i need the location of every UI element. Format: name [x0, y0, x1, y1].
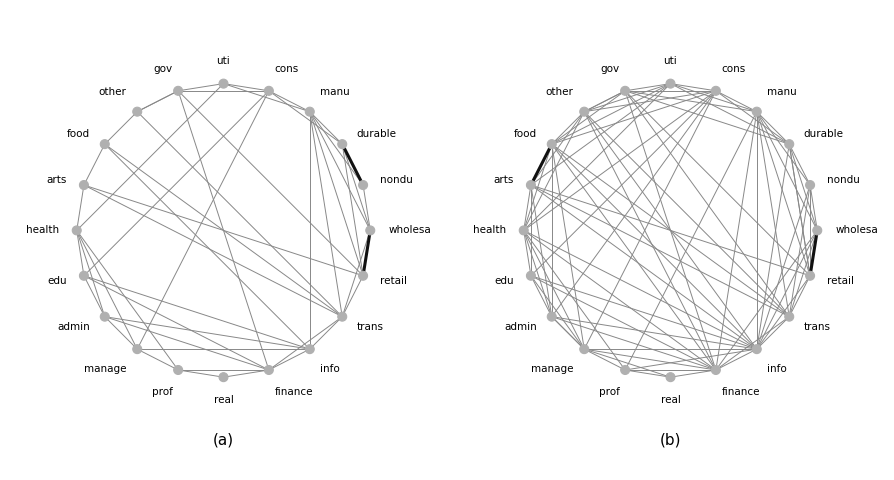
Circle shape: [785, 312, 794, 321]
Circle shape: [173, 365, 182, 374]
Text: real: real: [661, 395, 680, 405]
Text: real: real: [214, 395, 233, 405]
Text: finance: finance: [721, 387, 760, 397]
Circle shape: [579, 107, 589, 116]
Circle shape: [366, 226, 375, 235]
Text: uti: uti: [216, 56, 231, 66]
Circle shape: [219, 372, 228, 382]
Text: food: food: [67, 129, 90, 139]
Circle shape: [305, 345, 315, 354]
Circle shape: [805, 271, 814, 280]
Circle shape: [132, 107, 142, 116]
Circle shape: [338, 140, 347, 149]
Circle shape: [265, 86, 274, 96]
Circle shape: [173, 86, 182, 96]
Circle shape: [519, 226, 528, 235]
Circle shape: [620, 365, 629, 374]
Circle shape: [358, 271, 367, 280]
Text: arts: arts: [493, 175, 514, 184]
Circle shape: [100, 140, 109, 149]
Circle shape: [72, 226, 81, 235]
Text: prof: prof: [599, 387, 620, 397]
Text: edu: edu: [494, 276, 514, 286]
Text: cons: cons: [721, 64, 746, 74]
Circle shape: [132, 345, 142, 354]
Circle shape: [666, 372, 675, 382]
Text: retail: retail: [380, 276, 407, 286]
Circle shape: [752, 107, 762, 116]
Text: manage: manage: [531, 364, 574, 373]
Text: admin: admin: [504, 322, 537, 332]
Text: manu: manu: [767, 87, 797, 97]
Text: manu: manu: [320, 87, 350, 97]
Text: (a): (a): [213, 432, 234, 448]
Text: health: health: [26, 226, 59, 235]
Text: prof: prof: [152, 387, 173, 397]
Text: cons: cons: [274, 64, 299, 74]
Circle shape: [100, 312, 109, 321]
Circle shape: [358, 180, 367, 190]
Text: nondu: nondu: [380, 175, 413, 184]
Text: admin: admin: [57, 322, 90, 332]
Circle shape: [305, 107, 315, 116]
Circle shape: [712, 86, 721, 96]
Text: finance: finance: [274, 387, 313, 397]
Circle shape: [785, 140, 794, 149]
Text: retail: retail: [827, 276, 854, 286]
Circle shape: [527, 271, 536, 280]
Circle shape: [527, 180, 536, 190]
Circle shape: [265, 365, 274, 374]
Text: uti: uti: [663, 56, 678, 66]
Text: edu: edu: [47, 276, 67, 286]
Circle shape: [338, 312, 347, 321]
Text: trans: trans: [357, 322, 384, 332]
Text: wholesa: wholesa: [388, 226, 431, 235]
Text: other: other: [546, 87, 574, 97]
Circle shape: [813, 226, 822, 235]
Text: health: health: [473, 226, 506, 235]
Circle shape: [80, 180, 89, 190]
Text: arts: arts: [46, 175, 67, 184]
Text: info: info: [320, 364, 340, 373]
Circle shape: [219, 79, 228, 88]
Circle shape: [805, 180, 814, 190]
Circle shape: [547, 140, 556, 149]
Text: other: other: [99, 87, 127, 97]
Circle shape: [620, 86, 629, 96]
Text: durable: durable: [357, 129, 397, 139]
Text: trans: trans: [804, 322, 831, 332]
Text: wholesa: wholesa: [835, 226, 878, 235]
Circle shape: [80, 271, 89, 280]
Circle shape: [752, 345, 762, 354]
Text: food: food: [514, 129, 537, 139]
Text: durable: durable: [804, 129, 844, 139]
Text: (b): (b): [660, 432, 681, 448]
Text: gov: gov: [154, 64, 173, 74]
Text: manage: manage: [84, 364, 127, 373]
Circle shape: [547, 312, 556, 321]
Circle shape: [579, 345, 589, 354]
Text: info: info: [767, 364, 787, 373]
Circle shape: [712, 365, 721, 374]
Text: nondu: nondu: [827, 175, 860, 184]
Text: gov: gov: [601, 64, 620, 74]
Circle shape: [666, 79, 675, 88]
